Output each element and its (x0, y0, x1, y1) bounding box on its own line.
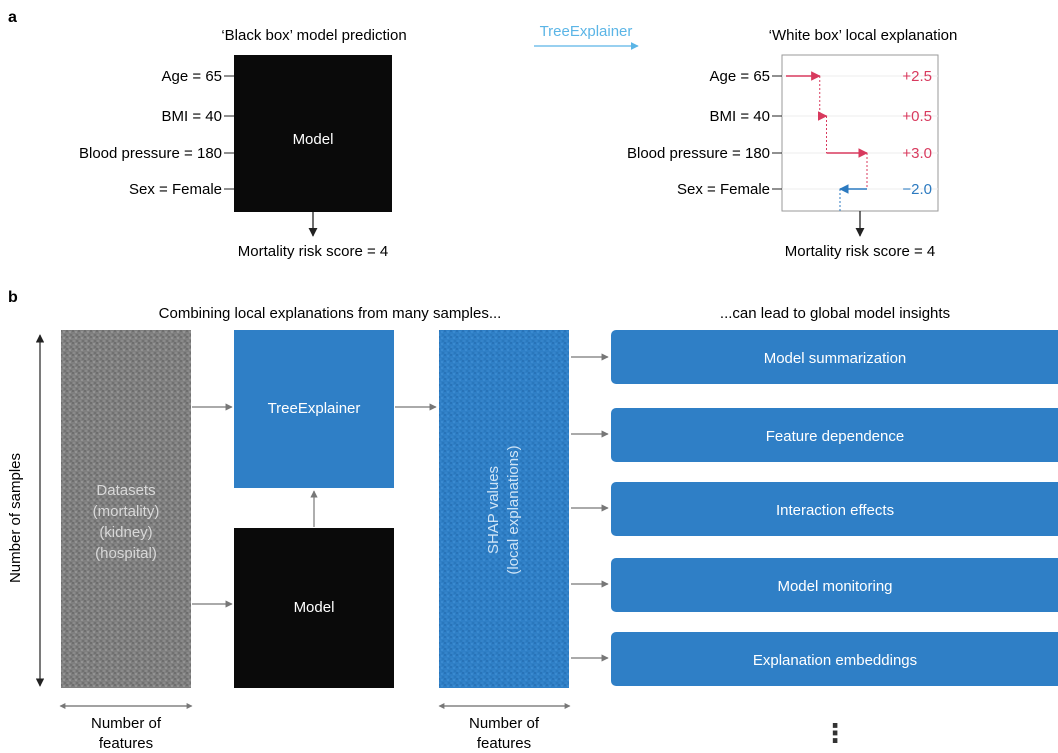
contribution-label-bp: +3.0 (902, 145, 932, 162)
waterfall-plot (772, 71, 938, 211)
insight-box-interaction (611, 482, 1058, 536)
insight-label-embeddings: Explanation embeddings (753, 652, 917, 669)
dataset-title: Datasets (96, 482, 155, 499)
dataset-kidney: (kidney) (99, 524, 152, 541)
output-label-left: Mortality risk score = 4 (238, 243, 388, 260)
features-label-left-1: Number of (91, 715, 162, 732)
feature-label-bp-left: Blood pressure = 180 (79, 145, 222, 162)
insight-box-monitoring (611, 558, 1058, 612)
contribution-label-sex: −2.0 (902, 181, 932, 198)
black-box-title: ‘Black box’ model prediction (221, 27, 406, 44)
panel-b-left-title: Combining local explanations from many s… (159, 305, 502, 322)
features-label-right-2: features (477, 735, 531, 752)
insight-label-summarization: Model summarization (764, 350, 907, 367)
more-insights-indicator: ⋮ (822, 718, 848, 748)
black-box-model-label: Model (293, 131, 334, 148)
insight-label-interaction: Interaction effects (776, 502, 894, 519)
dataset-hospital: (hospital) (95, 545, 157, 562)
insight-box-dependence (611, 408, 1058, 462)
output-label-right: Mortality risk score = 4 (785, 243, 935, 260)
feature-label-bmi-left: BMI = 40 (162, 108, 222, 125)
black-box-model (234, 55, 392, 212)
dataset-mortality: (mortality) (93, 503, 160, 520)
white-box-title: ‘White box’ local explanation (769, 27, 958, 44)
insight-box-embeddings (611, 632, 1058, 686)
dataset-block (61, 330, 191, 688)
white-box-frame (781, 54, 939, 212)
contribution-label-bmi: +0.5 (902, 108, 932, 125)
shap-values-label: SHAP values (local explanations) (485, 445, 522, 574)
treeexplainer-block (234, 330, 394, 488)
feature-label-bp-right: Blood pressure = 180 (627, 145, 770, 162)
treeexplainer-arrow-label: TreeExplainer (540, 23, 633, 40)
feature-label-age-right: Age = 65 (710, 68, 770, 85)
feature-label-sex-left: Sex = Female (129, 181, 222, 198)
samples-axis-label: Number of samples (7, 453, 24, 583)
insight-box-summarization (611, 330, 1058, 384)
shap-values-line-2: (local explanations) (505, 445, 522, 574)
features-label-right-1: Number of (469, 715, 540, 732)
insight-label-dependence: Feature dependence (766, 428, 904, 445)
feature-label-bmi-right: BMI = 40 (710, 108, 770, 125)
panel-b-right-title: ...can lead to global model insights (720, 305, 950, 322)
model-block (234, 528, 394, 688)
features-label-left-2: features (99, 735, 153, 752)
feature-label-age-left: Age = 65 (162, 68, 222, 85)
model-block-label: Model (294, 599, 335, 616)
insight-label-monitoring: Model monitoring (777, 578, 892, 595)
panel-b-letter: b (8, 289, 18, 306)
shap-values-line-1: SHAP values (485, 466, 502, 554)
treeexplainer-block-label: TreeExplainer (268, 400, 361, 417)
feature-label-sex-right: Sex = Female (677, 181, 770, 198)
shap-values-block (439, 330, 569, 688)
contribution-label-age: +2.5 (902, 68, 932, 85)
panel-a-letter: a (8, 9, 17, 26)
